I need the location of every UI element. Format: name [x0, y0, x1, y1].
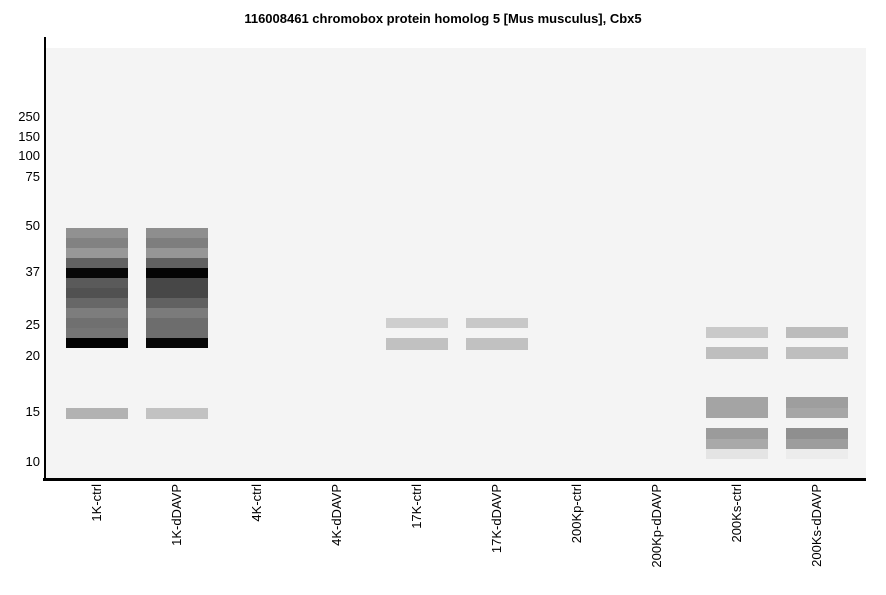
mw-marker-label-25: 25: [25, 317, 40, 332]
lane-label-4K-dDAVP: 4K-dDAVP: [329, 484, 344, 546]
band-200Ks-dDAVP-16kda: [785, 408, 848, 418]
y-axis-line: [44, 37, 46, 481]
band-1K-dDAVP-15kda: [145, 408, 208, 419]
figure-title: 116008461 chromobox protein homolog 5 [M…: [244, 11, 642, 26]
band-17K-ctrl-26kda: [385, 318, 448, 328]
lane-label-1K-dDAVP: 1K-dDAVP: [169, 484, 184, 546]
band-200Ks-ctrl-16kda: [705, 397, 768, 418]
mw-marker-label-100: 100: [18, 148, 40, 163]
band-200Ks-ctrl-13kda: [705, 439, 768, 449]
band-17K-dDAVP-23kda: [465, 338, 528, 350]
lane-label-200Kp-dDAVP: 200Kp-dDAVP: [649, 484, 664, 568]
band-1K-ctrl-38kda: [65, 268, 128, 278]
band-1K-ctrl-32kda: [65, 298, 128, 308]
band-1K-ctrl-30kda: [65, 308, 128, 318]
band-200Ks-ctrl-25kda: [705, 327, 768, 338]
band-1K-dDAVP-35kda: [145, 278, 208, 298]
lane-label-200Ks-dDAVP: 200Ks-dDAVP: [809, 484, 824, 567]
mw-marker-label-150: 150: [18, 129, 40, 144]
band-1K-dDAVP-50kda: [145, 228, 208, 238]
band-1K-dDAVP-30kda: [145, 308, 208, 318]
band-1K-ctrl-34kda: [65, 288, 128, 298]
band-1K-dDAVP-44kda: [145, 248, 208, 258]
band-200Ks-dDAVP-22kda: [785, 347, 848, 359]
band-1K-dDAVP-47kda: [145, 238, 208, 248]
band-1K-ctrl-50kda: [65, 228, 128, 238]
band-1K-ctrl-26kda: [65, 328, 128, 338]
band-1K-ctrl-23kda: [65, 338, 128, 348]
mw-marker-label-37: 37: [25, 264, 40, 279]
band-200Ks-ctrl-14kda: [705, 428, 768, 439]
band-1K-ctrl-15kda: [65, 408, 128, 419]
band-200Ks-dDAVP-12kda: [785, 449, 848, 459]
band-1K-dDAVP-32kda: [145, 298, 208, 308]
band-200Ks-dDAVP-14kda: [785, 428, 848, 439]
band-200Ks-dDAVP-25kda: [785, 327, 848, 338]
lane-label-4K-ctrl: 4K-ctrl: [249, 484, 264, 522]
band-200Ks-ctrl-12kda: [705, 449, 768, 459]
lane-label-200Ks-ctrl: 200Ks-ctrl: [729, 484, 744, 543]
mw-marker-label-75: 75: [25, 169, 40, 184]
band-200Ks-dDAVP-17kda: [785, 397, 848, 408]
band-1K-dDAVP-27kda: [145, 318, 208, 338]
mw-marker-label-250: 250: [18, 109, 40, 124]
lane-label-17K-ctrl: 17K-ctrl: [409, 484, 424, 529]
band-1K-dDAVP-41kda: [145, 258, 208, 268]
x-axis-line: [43, 478, 866, 481]
lane-label-200Kp-ctrl: 200Kp-ctrl: [569, 484, 584, 544]
band-200Ks-dDAVP-13kda: [785, 439, 848, 449]
mw-marker-label-20: 20: [25, 348, 40, 363]
lane-label-17K-dDAVP: 17K-dDAVP: [489, 484, 504, 554]
band-1K-dDAVP-23kda: [145, 338, 208, 348]
band-1K-dDAVP-38kda: [145, 268, 208, 278]
lane-label-1K-ctrl: 1K-ctrl: [89, 484, 104, 522]
mw-marker-label-10: 10: [25, 454, 40, 469]
band-1K-ctrl-41kda: [65, 258, 128, 268]
band-200Ks-ctrl-22kda: [705, 347, 768, 359]
band-1K-ctrl-47kda: [65, 238, 128, 248]
mw-marker-label-50: 50: [25, 218, 40, 233]
band-1K-ctrl-44kda: [65, 248, 128, 258]
band-1K-ctrl-36kda: [65, 278, 128, 288]
mw-marker-label-15: 15: [25, 404, 40, 419]
band-17K-ctrl-23kda: [385, 338, 448, 350]
band-17K-dDAVP-26kda: [465, 318, 528, 328]
band-1K-ctrl-28kda: [65, 318, 128, 328]
